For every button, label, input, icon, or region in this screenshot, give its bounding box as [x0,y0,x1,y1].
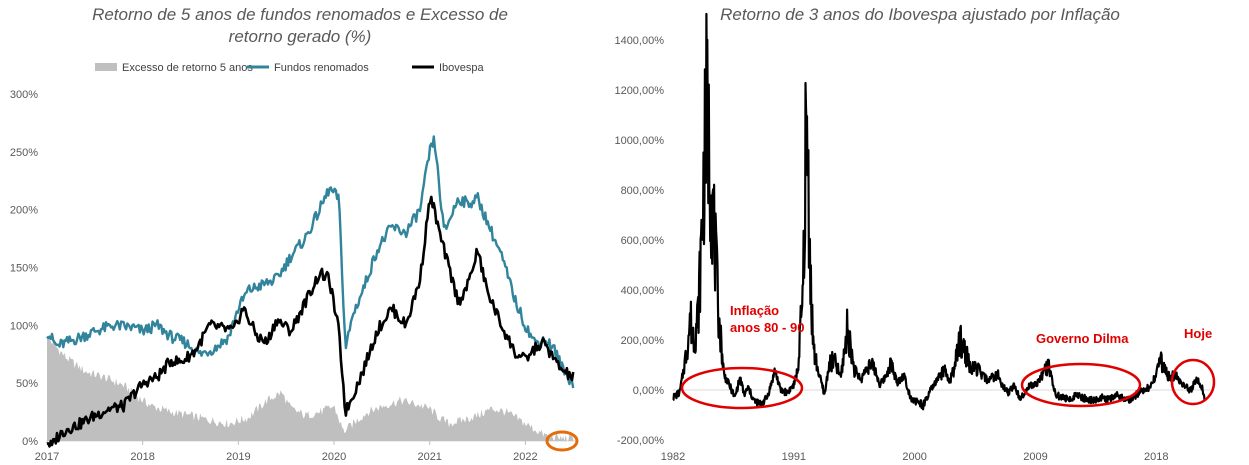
annotation-inflacao-line-2: anos 80 - 90 [730,320,804,335]
right-x-tick-label: 2009 [1023,451,1047,463]
annotation-ellipse-inflacao [680,366,804,410]
annotation-ellipse-dilma [1020,362,1142,408]
right-x-tick-label: 2000 [902,451,926,463]
left-x-tick-label: 2019 [226,451,250,463]
legend-ibovespa-swatch [412,65,434,69]
series-excesso-area [47,336,574,441]
right-y-tick-label: 1200,00% [614,85,664,97]
legend-excesso-swatch [95,63,117,71]
left-y-tick-label: 0% [22,436,38,448]
series-fundos-line [46,135,575,389]
legend-excesso-label: Excesso de retorno 5 anos [122,62,253,74]
legend-fundos-swatch [247,65,269,69]
left-y-tick-label: 100% [10,320,38,332]
right-y-tick-label: 0,00% [633,385,664,397]
annotation-hoje-label: Hoje [1184,326,1212,341]
left-y-tick-label: 150% [10,263,38,275]
left-x-tick-label: 2020 [322,451,346,463]
left-chart-title: Retorno de 5 anos de fundos renomados e … [20,4,580,48]
left-chart-title-line-1: Retorno de 5 anos de fundos renomados e … [92,5,508,24]
legend-fundos-label: Fundos renomados [274,62,369,74]
left-x-tick-label: 2017 [35,451,59,463]
right-y-tick-label: 200,00% [621,335,665,347]
right-x-tick-label: 2018 [1144,451,1168,463]
right-x-tick-label: 1991 [782,451,806,463]
left-chart-title-line-2: retorno gerado (%) [228,27,372,46]
annotation-dilma-label: Governo Dilma [1036,331,1129,346]
right-y-tick-label: 800,00% [621,185,665,197]
series-ibovespa-real-line [672,12,1206,411]
left-y-tick-label: 300% [10,89,38,101]
annotation-inflacao-line-1: Inflação [730,303,779,318]
left-annotation-ellipse [545,430,579,452]
right-chart-title: Retorno de 3 anos do Ibovespa ajustado p… [720,5,1120,24]
left-x-tick-label: 2021 [417,451,441,463]
series-ibovespa-line [46,195,575,448]
left-y-tick-label: 250% [10,147,38,159]
right-y-tick-label: 1000,00% [614,135,664,147]
right-y-tick-label: 600,00% [621,235,665,247]
left-x-tick-label: 2018 [130,451,154,463]
right-y-tick-label: 400,00% [621,285,665,297]
annotation-ellipse-hoje [1170,358,1216,406]
left-x-tick-label: 2022 [513,451,537,463]
right-x-tick-label: 1982 [661,451,685,463]
left-y-tick-label: 50% [16,378,38,390]
legend-ibovespa-label: Ibovespa [439,62,485,74]
left-y-tick-label: 200% [10,205,38,217]
right-y-tick-label: -200,00% [617,435,664,447]
right-y-tick-label: 1400,00% [614,35,664,47]
